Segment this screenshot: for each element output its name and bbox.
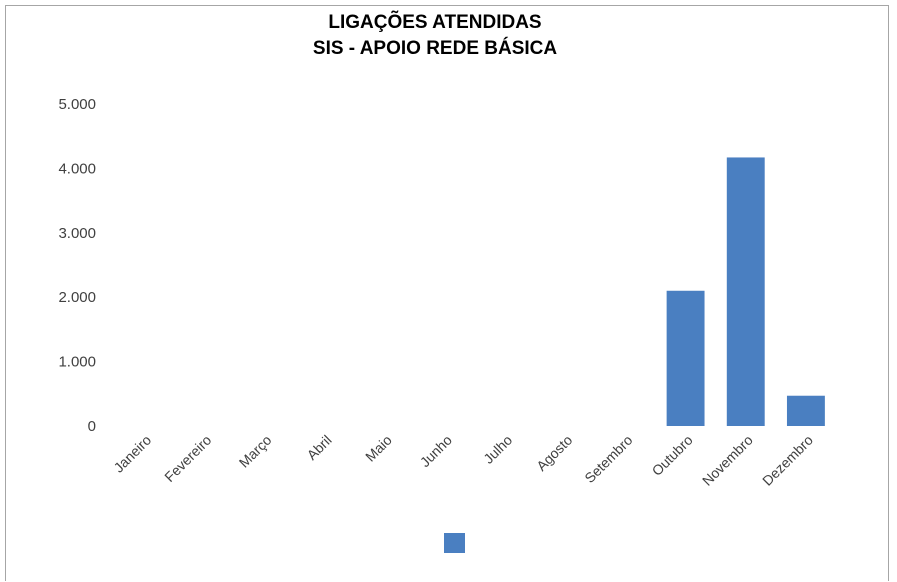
bar-outubro (666, 290, 705, 426)
x-tick-label-março: Março (236, 432, 275, 471)
x-tick-label-janeiro: Janeiro (110, 432, 154, 476)
x-tick-label-fevereiro: Fevereiro (161, 432, 214, 485)
legend (444, 533, 465, 553)
chart-title-line-2: SIS - APOIO REDE BÁSICA (313, 37, 557, 59)
x-tick-label-julho: Julho (480, 432, 515, 467)
chart-title: LIGAÇÕES ATENDIDAS SIS - APOIO REDE BÁSI… (313, 11, 557, 59)
y-tick-label: 3.000 (58, 225, 96, 242)
x-tick-label-outubro: Outubro (649, 432, 696, 479)
bar-chart: LIGAÇÕES ATENDIDAS SIS - APOIO REDE BÁSI… (58, 11, 825, 553)
bar-novembro (726, 157, 765, 426)
bar-dezembro (786, 395, 825, 426)
chart-frame: LIGAÇÕES ATENDIDAS SIS - APOIO REDE BÁSI… (5, 5, 889, 581)
chart-title-line-1: LIGAÇÕES ATENDIDAS (328, 11, 541, 33)
y-tick-label: 5.000 (58, 96, 96, 113)
bars (666, 157, 825, 426)
y-tick-label: 0 (88, 418, 96, 435)
x-tick-label-junho: Junho (417, 432, 455, 470)
x-axis-ticks: Janeiro Fevereiro Março Abril Maio Junho Julho… (110, 432, 816, 489)
x-tick-label-dezembro: Dezembro (759, 432, 816, 489)
x-tick-label-maio: Maio (362, 432, 395, 465)
x-tick-label-setembro: Setembro (581, 432, 635, 486)
legend-swatch (444, 533, 465, 553)
y-axis-ticks: 0 1.000 2.000 3.000 4.000 5.000 (58, 96, 96, 435)
x-tick-label-novembro: Novembro (699, 432, 756, 489)
x-tick-label-abril: Abril (304, 432, 335, 463)
y-tick-label: 1.000 (58, 354, 96, 371)
y-tick-label: 4.000 (58, 160, 96, 177)
x-tick-label-agosto: Agosto (533, 432, 575, 474)
y-tick-label: 2.000 (58, 289, 96, 306)
